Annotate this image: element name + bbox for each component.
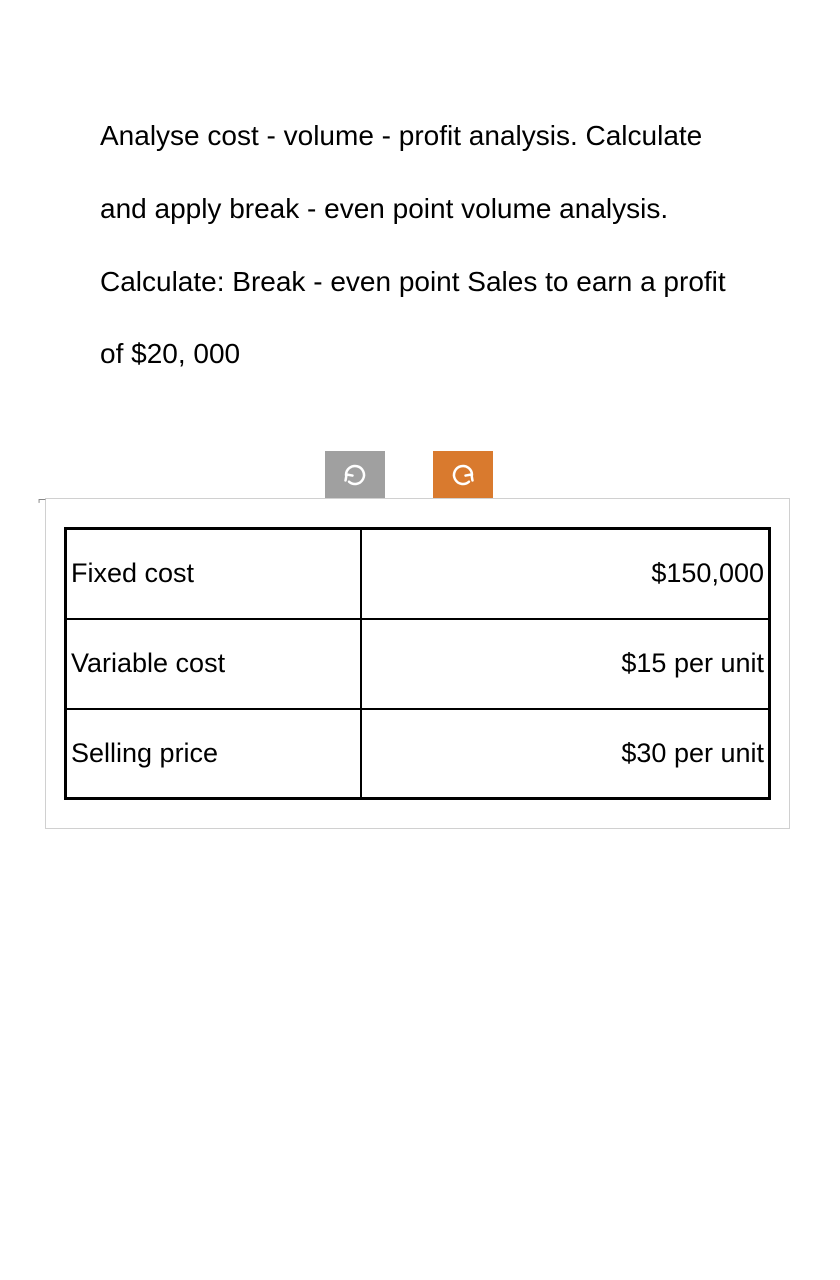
table-row: Fixed cost $150,000 <box>66 529 770 619</box>
table-row: Selling price $30 per unit <box>66 709 770 799</box>
table-marker-icon: ⌐ <box>38 491 46 507</box>
undo-icon <box>343 463 367 487</box>
redo-icon <box>451 463 475 487</box>
question-text: Analyse cost - volume - profit analysis.… <box>100 100 740 391</box>
table-container: ⌐ Fixed cost $150,000 Variable cost $15 … <box>45 498 790 829</box>
fixed-cost-label: Fixed cost <box>66 529 362 619</box>
undo-button[interactable] <box>325 451 385 499</box>
selling-price-value: $30 per unit <box>361 709 769 799</box>
selling-price-label: Selling price <box>66 709 362 799</box>
toolbar <box>325 451 740 499</box>
table-row: Variable cost $15 per unit <box>66 619 770 709</box>
fixed-cost-value: $150,000 <box>361 529 769 619</box>
variable-cost-label: Variable cost <box>66 619 362 709</box>
cost-data-table: Fixed cost $150,000 Variable cost $15 pe… <box>64 527 771 800</box>
redo-button[interactable] <box>433 451 493 499</box>
variable-cost-value: $15 per unit <box>361 619 769 709</box>
